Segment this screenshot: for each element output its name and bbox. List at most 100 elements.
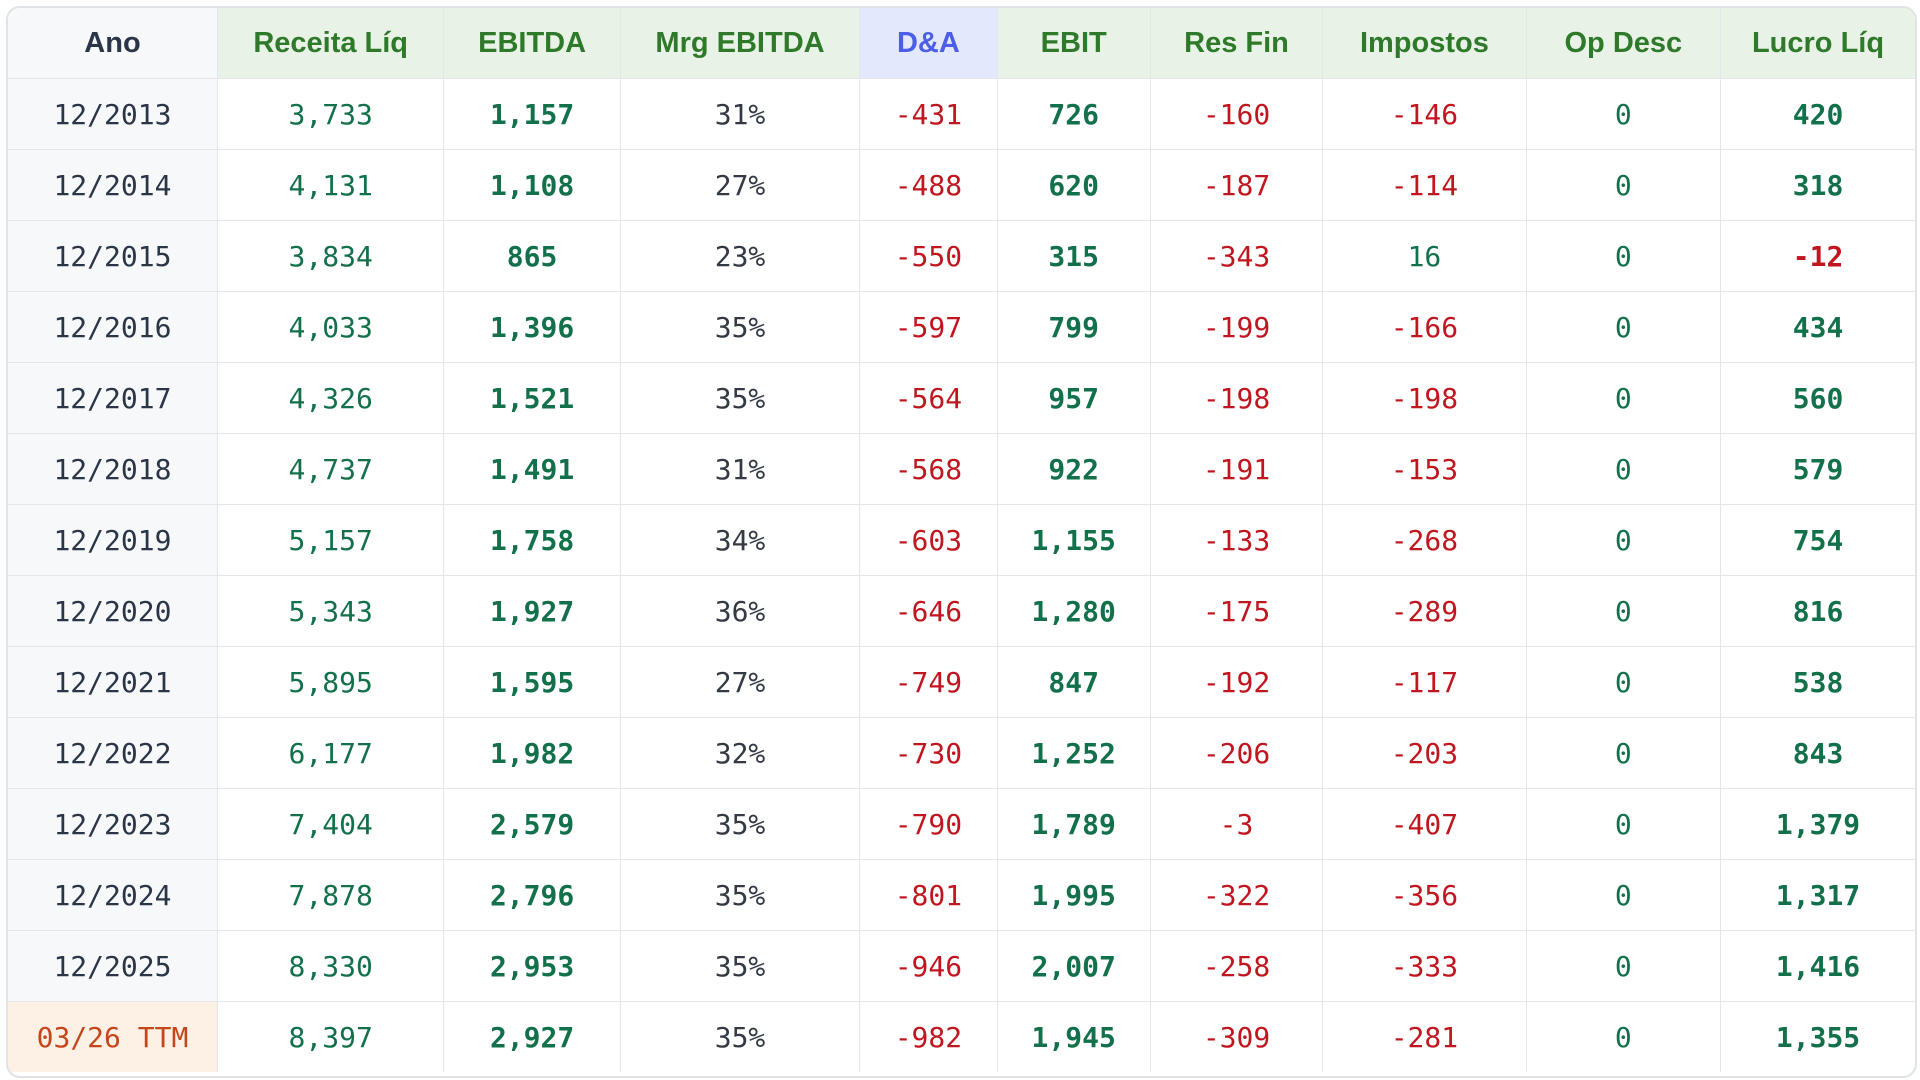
column-header-lucro[interactable]: Lucro Líq <box>1720 8 1915 79</box>
cell-res-fin: -309 <box>1150 1001 1324 1072</box>
cell-receita-liq: 5,157 <box>217 504 445 576</box>
table-row: 12/2013 3,733 1,157 31% -431 726 -160 -146 0 420 <box>8 78 1915 150</box>
column-header-op-desc[interactable]: Op Desc <box>1526 8 1722 79</box>
cell-da: -597 <box>859 291 998 363</box>
cell-impostos: -146 <box>1322 78 1527 150</box>
cell-receita-liq: 3,834 <box>217 220 445 292</box>
cell-impostos: -166 <box>1322 291 1527 363</box>
cell-ebit: 315 <box>997 220 1151 292</box>
column-header-mrg-ebitda[interactable]: Mrg EBITDA <box>620 8 861 79</box>
column-header-ebit[interactable]: EBIT <box>997 8 1151 79</box>
table-row: 12/2020 5,343 1,927 36% -646 1,280 -175 -289 0 81… <box>8 575 1915 647</box>
cell-lucro-liq: 754 <box>1720 504 1915 576</box>
cell-impostos: -289 <box>1322 575 1527 647</box>
column-header-da[interactable]: D&A <box>859 8 998 79</box>
table-row: 12/2014 4,131 1,108 27% -488 620 -187 -114 0 318 <box>8 149 1915 221</box>
cell-lucro-liq: 560 <box>1720 362 1915 434</box>
cell-op-desc: 0 <box>1526 291 1722 363</box>
column-header-impostos[interactable]: Impostos <box>1322 8 1527 79</box>
cell-mrg-ebitda: 35% <box>620 362 861 434</box>
cell-impostos: -407 <box>1322 788 1527 860</box>
cell-ebit: 1,945 <box>997 1001 1151 1072</box>
cell-ano: 12/2022 <box>8 717 218 789</box>
table-row: 12/2018 4,737 1,491 31% -568 922 -191 -153 0 579 <box>8 433 1915 505</box>
column-header-res-fin[interactable]: Res Fin <box>1150 8 1324 79</box>
cell-impostos: 16 <box>1322 220 1527 292</box>
cell-res-fin: -160 <box>1150 78 1324 150</box>
cell-da: -568 <box>859 433 998 505</box>
cell-ebit: 847 <box>997 646 1151 718</box>
column-header-receita[interactable]: Receita Líq <box>217 8 445 79</box>
cell-ebitda: 2,579 <box>443 788 621 860</box>
cell-mrg-ebitda: 35% <box>620 859 861 931</box>
column-header-ano[interactable]: Ano <box>8 8 218 79</box>
cell-ebitda: 1,396 <box>443 291 621 363</box>
cell-mrg-ebitda: 31% <box>620 433 861 505</box>
cell-mrg-ebitda: 34% <box>620 504 861 576</box>
cell-ano: 12/2023 <box>8 788 218 860</box>
cell-mrg-ebitda: 35% <box>620 1001 861 1072</box>
cell-ano: 12/2015 <box>8 220 218 292</box>
cell-da: -550 <box>859 220 998 292</box>
table-row: 12/2016 4,033 1,396 35% -597 799 -199 -166 0 434 <box>8 291 1915 363</box>
cell-receita-liq: 7,404 <box>217 788 445 860</box>
cell-ano: 12/2021 <box>8 646 218 718</box>
cell-res-fin: -191 <box>1150 433 1324 505</box>
cell-mrg-ebitda: 31% <box>620 78 861 150</box>
cell-ebit: 620 <box>997 149 1151 221</box>
cell-receita-liq: 7,878 <box>217 859 445 931</box>
cell-res-fin: -206 <box>1150 717 1324 789</box>
cell-lucro-liq: 579 <box>1720 433 1915 505</box>
cell-res-fin: -3 <box>1150 788 1324 860</box>
table-row: 12/2022 6,177 1,982 32% -730 1,252 -206 -203 0 84… <box>8 717 1915 789</box>
cell-receita-liq: 4,326 <box>217 362 445 434</box>
cell-op-desc: 0 <box>1526 504 1722 576</box>
cell-mrg-ebitda: 27% <box>620 149 861 221</box>
header-row: Ano Receita Líq EBITDA Mrg EBITDA D&A EB… <box>8 8 1915 79</box>
cell-ebitda: 2,796 <box>443 859 621 931</box>
cell-mrg-ebitda: 32% <box>620 717 861 789</box>
table-row: 12/2024 7,878 2,796 35% -801 1,995 -322 -356 0 1,… <box>8 859 1915 931</box>
cell-da: -646 <box>859 575 998 647</box>
cell-ebitda: 1,927 <box>443 575 621 647</box>
cell-ebitda: 2,953 <box>443 930 621 1002</box>
cell-da: -946 <box>859 930 998 1002</box>
cell-ano: 12/2025 <box>8 930 218 1002</box>
cell-lucro-liq: 434 <box>1720 291 1915 363</box>
cell-mrg-ebitda: 35% <box>620 788 861 860</box>
cell-receita-liq: 3,733 <box>217 78 445 150</box>
cell-mrg-ebitda: 36% <box>620 575 861 647</box>
cell-ano: 03/26 TTM <box>8 1001 218 1072</box>
table-row: 12/2025 8,330 2,953 35% -946 2,007 -258 -333 0 1,… <box>8 930 1915 1002</box>
cell-ano: 12/2020 <box>8 575 218 647</box>
cell-ebit: 1,280 <box>997 575 1151 647</box>
cell-res-fin: -187 <box>1150 149 1324 221</box>
table-row: 12/2017 4,326 1,521 35% -564 957 -198 -198 0 560 <box>8 362 1915 434</box>
cell-ano: 12/2018 <box>8 433 218 505</box>
cell-impostos: -356 <box>1322 859 1527 931</box>
cell-res-fin: -199 <box>1150 291 1324 363</box>
cell-res-fin: -322 <box>1150 859 1324 931</box>
cell-lucro-liq: 420 <box>1720 78 1915 150</box>
cell-impostos: -153 <box>1322 433 1527 505</box>
income-statement-table: Ano Receita Líq EBITDA Mrg EBITDA D&A EB… <box>8 8 1915 1072</box>
cell-op-desc: 0 <box>1526 575 1722 647</box>
cell-res-fin: -175 <box>1150 575 1324 647</box>
cell-res-fin: -198 <box>1150 362 1324 434</box>
cell-op-desc: 0 <box>1526 433 1722 505</box>
table-row-ttm: 03/26 TTM 8,397 2,927 35% -982 1,945 -309 -281 0… <box>8 1001 1915 1072</box>
cell-ebitda: 1,982 <box>443 717 621 789</box>
cell-da: -790 <box>859 788 998 860</box>
cell-impostos: -114 <box>1322 149 1527 221</box>
column-header-ebitda[interactable]: EBITDA <box>443 8 621 79</box>
cell-ebitda: 1,491 <box>443 433 621 505</box>
cell-receita-liq: 4,033 <box>217 291 445 363</box>
cell-receita-liq: 5,895 <box>217 646 445 718</box>
cell-da: -603 <box>859 504 998 576</box>
table-row: 12/2019 5,157 1,758 34% -603 1,155 -133 -268 0 75… <box>8 504 1915 576</box>
cell-mrg-ebitda: 35% <box>620 930 861 1002</box>
cell-da: -801 <box>859 859 998 931</box>
cell-ano: 12/2019 <box>8 504 218 576</box>
cell-ebitda: 1,108 <box>443 149 621 221</box>
financial-table-card: Ano Receita Líq EBITDA Mrg EBITDA D&A EB… <box>6 6 1917 1078</box>
